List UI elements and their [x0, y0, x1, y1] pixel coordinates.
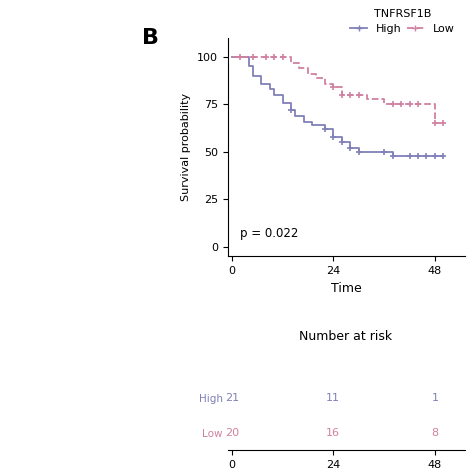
Text: 1: 1 [431, 393, 438, 403]
Text: 21: 21 [225, 393, 239, 403]
Text: p = 0.022: p = 0.022 [240, 228, 299, 240]
Text: 8: 8 [431, 428, 438, 438]
X-axis label: Time: Time [331, 282, 361, 295]
Text: 11: 11 [326, 393, 340, 403]
Legend: High, Low: High, Low [346, 4, 459, 38]
Title: Number at risk: Number at risk [300, 330, 392, 343]
Y-axis label: Survival probability: Survival probability [181, 93, 191, 201]
Text: 16: 16 [326, 428, 340, 438]
Text: B: B [142, 28, 159, 48]
Text: 20: 20 [225, 428, 239, 438]
